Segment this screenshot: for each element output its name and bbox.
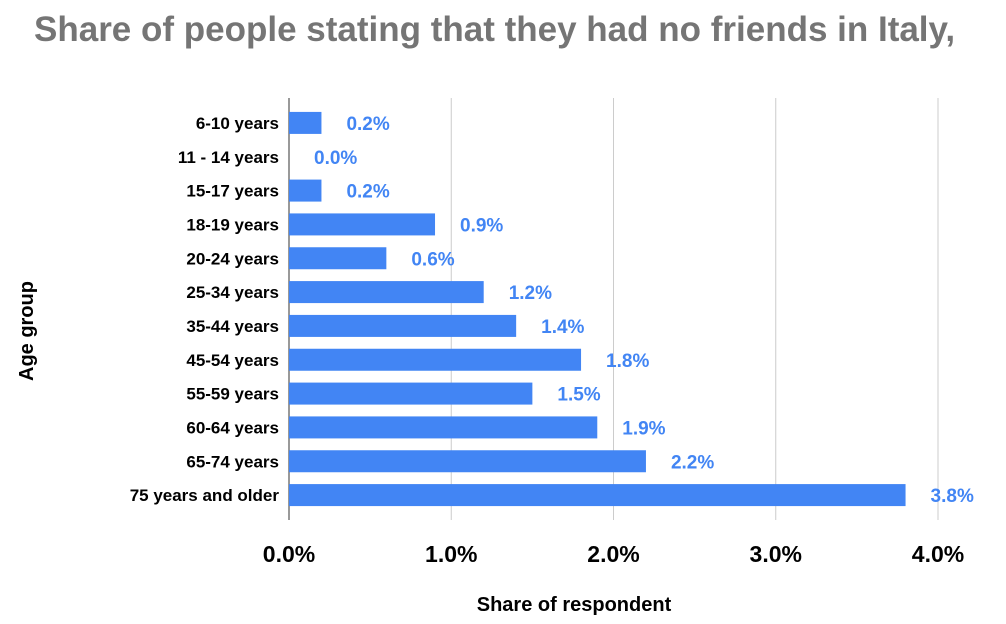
category-label: 18-19 years (186, 215, 279, 234)
bar (289, 111, 322, 134)
bar (289, 179, 322, 202)
category-label: 6-10 years (196, 114, 279, 133)
data-label: 1.2% (509, 283, 552, 304)
bar (289, 484, 906, 507)
x-tick-label: 0.0% (263, 541, 315, 567)
data-label: 0.2% (346, 114, 389, 135)
x-axis-title: Share of respondent (477, 594, 672, 616)
data-label: 0.0% (314, 148, 357, 169)
data-label: 1.8% (606, 351, 649, 372)
category-label: 35-44 years (186, 317, 279, 336)
data-label: 1.5% (557, 385, 600, 406)
category-label: 20-24 years (186, 249, 279, 268)
data-label: 1.4% (541, 317, 584, 338)
data-label: 0.9% (460, 215, 503, 236)
x-tick-label: 3.0% (750, 541, 802, 567)
category-label: 55-59 years (186, 385, 279, 404)
gridlines (288, 98, 939, 520)
bar (289, 382, 533, 405)
bar (289, 348, 582, 371)
x-tick-label: 2.0% (587, 541, 639, 567)
x-tick-label: 1.0% (425, 541, 477, 567)
category-label: 65-74 years (186, 452, 279, 471)
bar (289, 314, 517, 337)
category-label: 60-64 years (186, 418, 279, 437)
data-label: 3.8% (931, 486, 974, 507)
category-label: 15-17 years (186, 182, 279, 201)
y-axis-title: Age group (16, 281, 38, 381)
category-label: 25-34 years (186, 283, 279, 302)
data-label: 1.9% (622, 418, 665, 439)
bar (289, 416, 598, 439)
category-labels: 6-10 years 11 - 14 years 15-17 years 18-19 … (130, 114, 280, 505)
chart-title: Share of people stating that they had no… (34, 10, 956, 49)
data-label: 2.2% (671, 452, 714, 473)
data-labels: 0.2% 0.0% 0.2% 0.9% 0.6% 1.2% 1.4% 1.8% 1.5% 1.9%… (314, 114, 974, 507)
bar (289, 281, 484, 304)
x-tick-label: 4.0% (912, 541, 964, 567)
bars (289, 111, 906, 507)
bar (289, 247, 387, 270)
category-label: 11 - 14 years (178, 148, 279, 167)
bar (289, 213, 436, 236)
category-label: 75 years and older (130, 486, 280, 505)
category-label: 45-54 years (186, 351, 279, 370)
data-label: 0.2% (346, 182, 389, 203)
x-tick-labels: 0.0% 1.0% 2.0% 3.0% 4.0% (263, 541, 964, 567)
data-label: 0.6% (411, 249, 454, 270)
bar (289, 450, 646, 473)
